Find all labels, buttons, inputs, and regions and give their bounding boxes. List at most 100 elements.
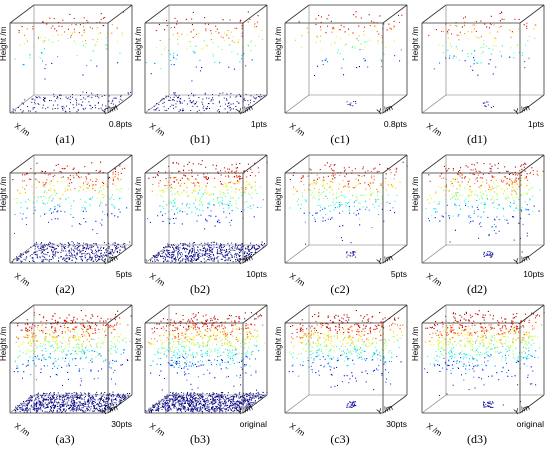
ground-point — [178, 252, 180, 254]
ground-point — [53, 254, 55, 256]
ground-point — [180, 254, 181, 256]
canopy-point — [83, 26, 85, 28]
canopy-point — [473, 212, 475, 214]
stem-point — [80, 223, 82, 225]
ground-point — [217, 256, 219, 257]
ground-point — [192, 243, 194, 245]
canopy-point — [58, 358, 60, 360]
canopy-point — [34, 356, 36, 358]
canopy-point — [183, 190, 185, 192]
canopy-point — [117, 172, 119, 174]
canopy-point — [457, 48, 459, 50]
ground-point — [93, 401, 94, 402]
canopy-point — [182, 314, 184, 316]
ground-point — [208, 248, 210, 250]
canopy-point — [82, 328, 84, 330]
ground-point — [189, 249, 191, 251]
canopy-point — [362, 206, 364, 208]
canopy-point — [494, 37, 496, 39]
canopy-point — [113, 360, 115, 362]
canopy-point — [529, 199, 531, 201]
canopy-point — [174, 199, 176, 201]
canopy-point — [210, 39, 212, 41]
canopy-point — [95, 332, 97, 334]
canopy-point — [79, 358, 81, 360]
canopy-point — [236, 175, 238, 177]
ground-point — [48, 394, 50, 396]
ground-point — [66, 397, 68, 399]
canopy-point — [205, 28, 207, 30]
ground-point — [21, 111, 23, 113]
ground-point — [352, 252, 354, 254]
canopy-point — [520, 194, 522, 196]
ground-point — [165, 258, 166, 260]
ground-point — [82, 245, 84, 246]
canopy-point — [110, 340, 112, 342]
canopy-point — [222, 328, 224, 330]
canopy-point — [36, 200, 38, 202]
canopy-point — [99, 32, 101, 34]
canopy-point — [488, 63, 490, 65]
canopy-point — [42, 332, 44, 334]
ground-point — [200, 249, 202, 251]
canopy-point — [20, 206, 22, 208]
canopy-point — [442, 52, 444, 54]
canopy-point — [99, 353, 101, 355]
ground-point — [223, 97, 225, 99]
canopy-point — [219, 205, 221, 207]
ground-point — [52, 404, 54, 406]
ground-point — [113, 97, 115, 99]
canopy-point — [99, 170, 101, 172]
ground-point — [261, 241, 263, 243]
ground-point — [196, 259, 198, 261]
canopy-point — [453, 55, 455, 57]
canopy-point — [160, 194, 162, 196]
ground-point — [86, 408, 88, 410]
ground-point — [79, 250, 81, 252]
canopy-point — [440, 187, 442, 189]
canopy-point — [205, 176, 207, 178]
canopy-point — [96, 27, 98, 29]
canopy-point — [249, 41, 251, 43]
ground-point — [80, 99, 82, 100]
canopy-point — [253, 216, 255, 218]
canopy-point — [33, 183, 35, 185]
ground-point — [213, 259, 215, 261]
ground-point — [74, 394, 76, 396]
ground-point — [180, 260, 182, 262]
ground-point — [40, 252, 42, 254]
ground-point — [34, 252, 36, 253]
canopy-point — [200, 164, 202, 166]
canopy-point — [238, 175, 240, 177]
ground-point — [97, 255, 98, 257]
ground-point — [50, 410, 52, 412]
ground-point — [353, 251, 355, 253]
ground-point — [78, 397, 80, 399]
ground-point — [60, 256, 62, 257]
canopy-point — [98, 353, 100, 355]
ground-point — [83, 405, 85, 407]
canopy-point — [529, 198, 531, 200]
canopy-point — [177, 163, 179, 165]
canopy-point — [368, 209, 370, 211]
canopy-point — [29, 326, 31, 328]
ground-point — [209, 244, 211, 246]
canopy-point — [78, 337, 80, 339]
ground-point — [191, 101, 192, 103]
canopy-point — [67, 177, 69, 179]
ground-point — [171, 253, 173, 255]
ground-point — [67, 398, 69, 400]
canopy-point — [465, 198, 467, 200]
ground-point — [181, 253, 183, 255]
ground-point — [20, 256, 22, 258]
canopy-point — [192, 182, 194, 184]
stem-point — [71, 241, 73, 243]
canopy-point — [70, 320, 72, 322]
ground-point — [79, 407, 80, 409]
canopy-point — [513, 181, 515, 183]
canopy-point — [53, 189, 55, 191]
ground-point — [186, 103, 188, 105]
canopy-point — [174, 187, 176, 189]
ground-point — [166, 109, 168, 111]
ground-point — [27, 400, 29, 402]
